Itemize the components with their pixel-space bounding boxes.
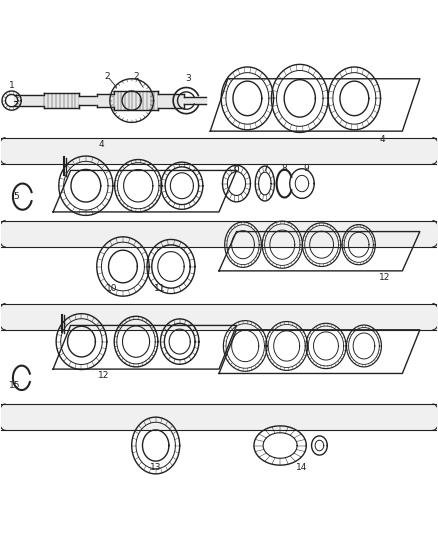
Text: 7: 7	[262, 164, 268, 173]
Text: 15: 15	[9, 381, 21, 390]
Text: 4: 4	[380, 135, 385, 144]
Text: 5: 5	[13, 192, 19, 201]
Text: 12: 12	[379, 273, 391, 282]
Text: 3: 3	[186, 74, 191, 83]
Polygon shape	[0, 304, 5, 330]
Text: 9: 9	[304, 164, 309, 173]
Polygon shape	[0, 404, 5, 430]
Text: 13: 13	[150, 463, 162, 472]
Polygon shape	[433, 221, 438, 247]
Text: 1: 1	[9, 81, 14, 90]
Text: 11: 11	[154, 284, 166, 293]
Polygon shape	[433, 404, 438, 430]
Polygon shape	[0, 221, 5, 247]
Text: 4: 4	[98, 140, 104, 149]
Text: 6: 6	[233, 164, 239, 173]
Text: 8: 8	[282, 164, 287, 173]
Polygon shape	[0, 138, 5, 164]
Polygon shape	[433, 304, 438, 330]
Text: 12: 12	[98, 371, 109, 380]
Text: 10: 10	[106, 284, 118, 293]
Text: 2: 2	[105, 72, 110, 81]
Polygon shape	[433, 138, 438, 164]
Text: 2: 2	[133, 72, 139, 81]
Text: 14: 14	[296, 463, 307, 472]
